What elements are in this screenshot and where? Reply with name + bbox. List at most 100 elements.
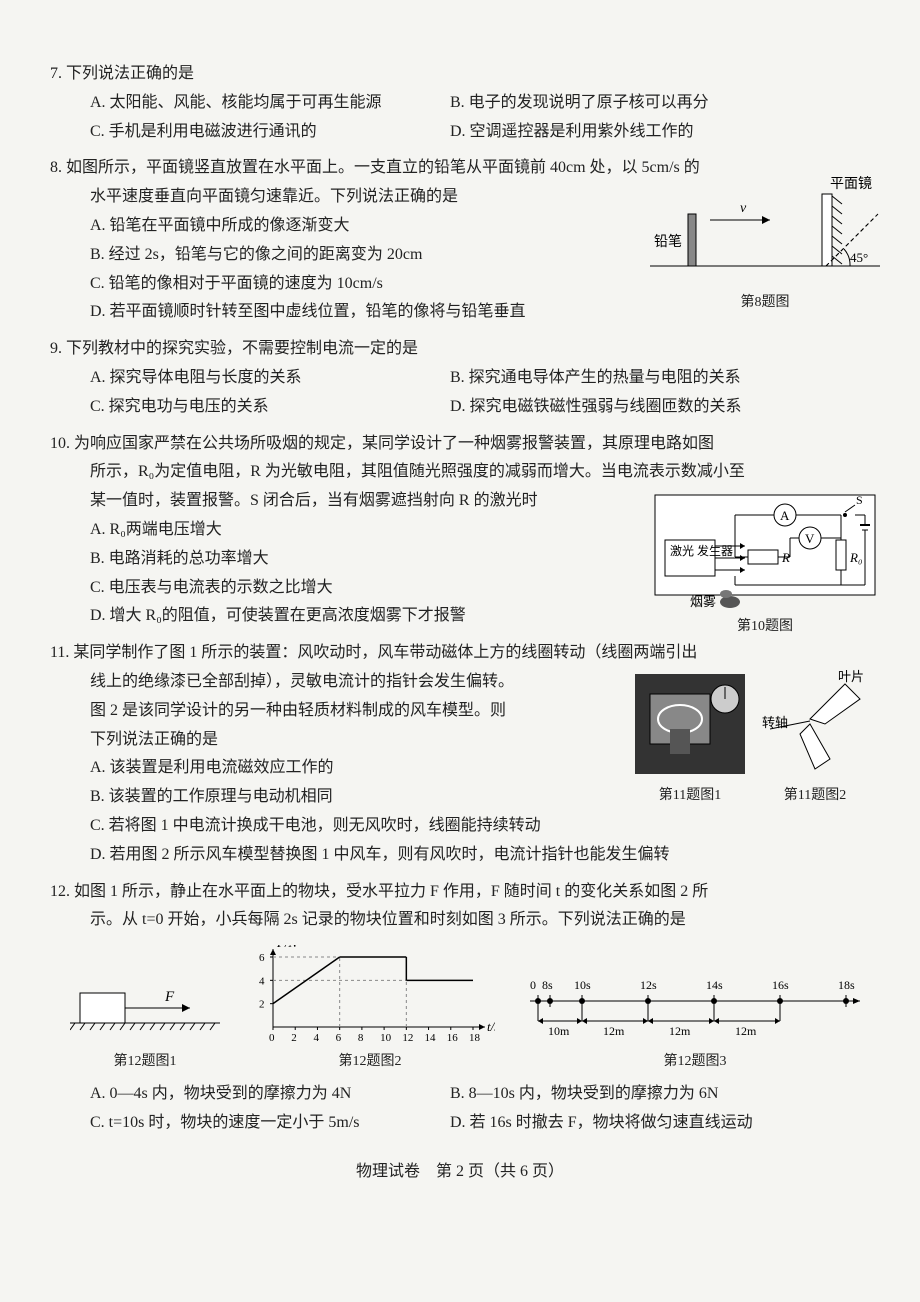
- q12-fig1-label: 第12题图1: [70, 1049, 220, 1074]
- question-8: 8. 如图所示，平面镜竖直放置在水平面上。一支直立的铅笔从平面镜前 40cm 处…: [50, 154, 870, 327]
- q9-number: 9.: [50, 340, 62, 357]
- q12-stem1: 如图 1 所示，静止在水平面上的物块，受水平拉力 F 作用，F 随时间 t 的变…: [74, 883, 708, 900]
- svg-text:12s: 12s: [640, 978, 657, 992]
- svg-text:14: 14: [425, 1032, 437, 1044]
- q10-stem2: 所示，R₀为定值电阻，R 为光敏电阻，其阻值随光照强度的减弱而增大。当电流表示数…: [50, 458, 870, 487]
- q7-option-a: A. 太阳能、风能、核能均属于可再生能源: [90, 89, 430, 118]
- question-7: 7. 下列说法正确的是 A. 太阳能、风能、核能均属于可再生能源 B. 电子的发…: [50, 60, 870, 146]
- q10-smoke: 烟雾: [690, 594, 716, 609]
- q7-stem: 下列说法正确的是: [66, 65, 194, 82]
- svg-text:8s: 8s: [542, 978, 553, 992]
- q11-option-b: B. 该装置的工作原理与电动机相同: [90, 783, 570, 812]
- q10-number: 10.: [50, 435, 70, 452]
- q8-mirror-label: 平面镜: [830, 176, 872, 192]
- q10-switch: S: [856, 493, 863, 507]
- q10-figure: 激光 发生器 R A V R₀: [650, 490, 880, 639]
- q8-option-d: D. 若平面镜顺时针转至图中虚线位置，铅笔的像将与铅笔垂直: [90, 298, 590, 327]
- q10-stem1: 为响应国家严禁在公共场所吸烟的规定，某同学设计了一种烟雾报警装置，其原理电路如图: [74, 435, 714, 452]
- q8-number: 8.: [50, 159, 62, 176]
- svg-text:18s: 18s: [838, 978, 855, 992]
- svg-text:10s: 10s: [574, 978, 591, 992]
- q12-option-c: C. t=10s 时，物块的速度一定小于 5m/s: [90, 1109, 430, 1138]
- q12-figure-1: F 第12题图1: [70, 975, 220, 1074]
- svg-text:t/s: t/s: [487, 1019, 495, 1034]
- question-9: 9. 下列教材中的探究实验，不需要控制电流一定的是 A. 探究导体电阻与长度的关…: [50, 335, 870, 421]
- svg-text:0: 0: [530, 978, 536, 992]
- q11-stem4: 下列说法正确的是: [50, 726, 590, 755]
- q11-axis: 转轴: [762, 715, 788, 730]
- q11-option-d: D. 若用图 2 所示风车模型替换图 1 中风车，则有风吹时，电流计指针也能发生…: [90, 841, 850, 870]
- q11-figure-2: 叶片 转轴 第11题图2: [760, 669, 870, 808]
- q8-option-a: A. 铅笔在平面镜中所成的像逐渐变大: [90, 212, 590, 241]
- q11-figure-1: 第11题图1: [630, 669, 750, 808]
- svg-text:4: 4: [259, 975, 265, 987]
- q11-figures: 第11题图1 叶片 转轴 第11题图2: [630, 669, 880, 808]
- q7-option-d: D. 空调遥控器是利用紫外线工作的: [450, 118, 790, 147]
- q10-voltmeter: V: [805, 531, 815, 546]
- q12-option-d: D. 若 16s 时撤去 F，物块将做匀速直线运动: [450, 1109, 790, 1138]
- q11-blade: 叶片: [838, 669, 864, 684]
- q12-figure-2: F/Nt/s024681012141618246 第12题图2: [245, 945, 495, 1074]
- question-12: 12. 如图 1 所示，静止在水平面上的物块，受水平拉力 F 作用，F 随时间 …: [50, 878, 870, 1138]
- q11-stem2: 线上的绝缘漆已全部刮掉），灵敏电流计的指针会发生偏转。: [50, 668, 590, 697]
- page-footer: 物理试卷 第 2 页（共 6 页）: [50, 1158, 870, 1187]
- svg-text:F/N: F/N: [276, 945, 299, 950]
- svg-text:16: 16: [447, 1032, 459, 1044]
- q12-fig3-label: 第12题图3: [520, 1049, 870, 1074]
- q9-option-a: A. 探究导体电阻与长度的关系: [90, 364, 430, 393]
- q12-option-b: B. 8—10s 内，物块受到的摩擦力为 6N: [450, 1080, 790, 1109]
- q8-pencil-label: 铅笔: [654, 234, 682, 250]
- q10-stem3: 某一值时，装置报警。S 闭合后，当有烟雾遮挡射向 R 的激光时: [50, 487, 610, 516]
- q12-F: F: [164, 989, 175, 1005]
- svg-text:6: 6: [259, 952, 265, 964]
- q11-option-c: C. 若将图 1 中电流计换成干电池，则无风吹时，线圈能持续转动: [90, 812, 850, 841]
- svg-text:12m: 12m: [669, 1024, 691, 1038]
- q12-figure-3: 0 8s 10s 12s 14s 16s 18s 10m 12m 12m 12m 第12题图3: [520, 965, 870, 1074]
- q9-option-c: C. 探究电功与电压的关系: [90, 393, 430, 422]
- q12-fig2-label: 第12题图2: [245, 1049, 495, 1074]
- svg-text:10m: 10m: [548, 1024, 570, 1038]
- q8-option-c: C. 铅笔的像相对于平面镜的速度为 10cm/s: [90, 270, 590, 299]
- q11-fig2-label: 第11题图2: [760, 783, 870, 808]
- q10-ammeter: A: [780, 508, 790, 523]
- q11-stem1: 某同学制作了图 1 所示的装置：风吹动时，风车带动磁体上方的线圈转动（线圈两端引…: [73, 644, 697, 661]
- q12-stem2: 示。从 t=0 开始，小兵每隔 2s 记录的物块位置和时刻如图 3 所示。下列说…: [50, 906, 870, 935]
- question-11: 11. 某同学制作了图 1 所示的装置：风吹动时，风车带动磁体上方的线圈转动（线…: [50, 639, 870, 869]
- q8-figure-label: 第8题图: [650, 290, 880, 315]
- q10-R0: R₀: [849, 550, 862, 565]
- q8-figure: 平面镜 45° 铅笔 v 第8题图: [650, 176, 880, 315]
- q8-stem1: 如图所示，平面镜竖直放置在水平面上。一支直立的铅笔从平面镜前 40cm 处，以 …: [66, 159, 700, 176]
- q11-fig1-label: 第11题图1: [630, 783, 750, 808]
- q7-option-b: B. 电子的发现说明了原子核可以再分: [450, 89, 790, 118]
- q7-number: 7.: [50, 65, 62, 82]
- q10-figure-label: 第10题图: [650, 614, 880, 639]
- q8-v: v: [740, 201, 747, 216]
- svg-text:12m: 12m: [603, 1024, 625, 1038]
- svg-text:2: 2: [291, 1032, 297, 1044]
- q10-option-b: B. 电路消耗的总功率增大: [90, 545, 590, 574]
- svg-text:18: 18: [469, 1032, 481, 1044]
- q11-number: 11.: [50, 644, 69, 661]
- q12-option-a: A. 0—4s 内，物块受到的摩擦力为 4N: [90, 1080, 430, 1109]
- svg-text:12m: 12m: [735, 1024, 757, 1038]
- q9-option-b: B. 探究通电导体产生的热量与电阻的关系: [450, 364, 790, 393]
- q11-stem3: 图 2 是该同学设计的另一种由轻质材料制成的风车模型。则: [50, 697, 590, 726]
- q8-angle: 45°: [850, 250, 868, 265]
- q11-option-a: A. 该装置是利用电流磁效应工作的: [90, 754, 570, 783]
- q9-option-d: D. 探究电磁铁磁性强弱与线圈匝数的关系: [450, 393, 790, 422]
- svg-text:8: 8: [358, 1032, 364, 1044]
- svg-text:0: 0: [269, 1032, 275, 1044]
- svg-text:14s: 14s: [706, 978, 723, 992]
- svg-text:10: 10: [380, 1032, 392, 1044]
- svg-text:4: 4: [313, 1032, 319, 1044]
- q10-laser-label: 激光 发生器: [670, 543, 733, 558]
- question-10: 10. 为响应国家严禁在公共场所吸烟的规定，某同学设计了一种烟雾报警装置，其原理…: [50, 430, 870, 632]
- q7-option-c: C. 手机是利用电磁波进行通讯的: [90, 118, 430, 147]
- q10-option-d: D. 增大 R₀的阻值，可使装置在更高浓度烟雾下才报警: [90, 602, 590, 631]
- svg-text:16s: 16s: [772, 978, 789, 992]
- svg-text:2: 2: [259, 999, 265, 1011]
- q9-stem: 下列教材中的探究实验，不需要控制电流一定的是: [66, 340, 418, 357]
- q12-number: 12.: [50, 883, 70, 900]
- q8-option-b: B. 经过 2s，铅笔与它的像之间的距离变为 20cm: [90, 241, 590, 270]
- svg-text:6: 6: [336, 1032, 342, 1044]
